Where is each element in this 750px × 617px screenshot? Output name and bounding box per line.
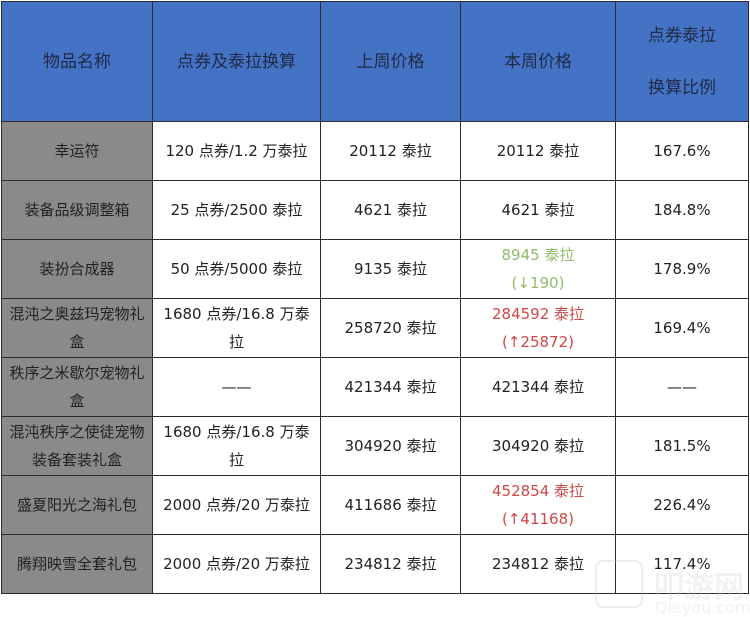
this-week-price: 20112 泰拉 xyxy=(496,142,580,160)
item-name-cell: 混沌之奥兹玛宠物礼盒 xyxy=(1,298,153,358)
price-change: (↓190) xyxy=(511,274,565,292)
item-name-cell: 幸运符 xyxy=(1,121,153,181)
this-week-price-cell: 234812 泰拉 xyxy=(460,534,616,594)
this-week-price-cell: 20112 泰拉 xyxy=(460,121,616,181)
header-conversion: 点券及泰拉换算 xyxy=(152,1,321,122)
last-week-price-cell: 304920 泰拉 xyxy=(320,416,461,476)
item-name-cell: 混沌秩序之使徒宠物装备套装礼盒 xyxy=(1,416,153,476)
header-item-name: 物品名称 xyxy=(1,1,153,122)
this-week-price-cell: 421344 泰拉 xyxy=(460,357,616,417)
this-week-price: 304920 泰拉 xyxy=(491,437,585,455)
item-name-cell: 装扮合成器 xyxy=(1,239,153,299)
last-week-price-cell: 9135 泰拉 xyxy=(320,239,461,299)
conversion-cell: 2000 点券/20 万泰拉 xyxy=(152,475,321,535)
item-name-cell: 盛夏阳光之海礼包 xyxy=(1,475,153,535)
this-week-price-cell: 304920 泰拉 xyxy=(460,416,616,476)
item-name-cell: 装备品级调整箱 xyxy=(1,180,153,240)
last-week-price-cell: 258720 泰拉 xyxy=(320,298,461,358)
this-week-price: 452854 泰拉 xyxy=(491,482,585,500)
ratio-cell: 181.5% xyxy=(615,416,749,476)
ratio-cell: 167.6% xyxy=(615,121,749,181)
table-row: 腾翔映雪全套礼包 2000 点券/20 万泰拉 234812 泰拉 234812 泰拉… xyxy=(1,534,749,594)
table-row: 装备品级调整箱 25 点券/2500 泰拉 4621 泰拉 4621 泰拉 184.8% xyxy=(1,180,749,240)
price-change: (↑25872) xyxy=(502,333,574,351)
table-row: 幸运符 120 点券/1.2 万泰拉 20112 泰拉 20112 泰拉 167.6% xyxy=(1,121,749,181)
conversion-cell: 50 点券/5000 泰拉 xyxy=(152,239,321,299)
table-row: 混沌秩序之使徒宠物装备套装礼盒 1680 点券/16.8 万泰拉 304920 泰拉… xyxy=(1,416,749,476)
last-week-price-cell: 411686 泰拉 xyxy=(320,475,461,535)
this-week-price: 234812 泰拉 xyxy=(491,555,585,573)
this-week-price-cell: 8945 泰拉 (↓190) xyxy=(460,239,616,299)
ratio-cell: 117.4% xyxy=(615,534,749,594)
last-week-price-cell: 4621 泰拉 xyxy=(320,180,461,240)
conversion-cell: 1680 点券/16.8 万泰拉 xyxy=(152,416,321,476)
header-row: 物品名称 点券及泰拉换算 上周价格 本周价格 点券泰拉 换算比例 xyxy=(1,1,749,122)
watermark-en: Qieyou.com xyxy=(655,598,750,617)
conversion-cell: 1680 点券/16.8 万泰拉 xyxy=(152,298,321,358)
this-week-price-cell: 452854 泰拉 (↑41168) xyxy=(460,475,616,535)
price-change: (↑41168) xyxy=(502,510,574,528)
ratio-cell: 178.9% xyxy=(615,239,749,299)
this-week-price: 4621 泰拉 xyxy=(501,201,575,219)
this-week-price-cell: 284592 泰拉 (↑25872) xyxy=(460,298,616,358)
header-ratio: 点券泰拉 换算比例 xyxy=(615,1,749,122)
price-table: 物品名称 点券及泰拉换算 上周价格 本周价格 点券泰拉 换算比例 幸运符 120 … xyxy=(1,1,749,594)
conversion-cell: 25 点券/2500 泰拉 xyxy=(152,180,321,240)
ratio-cell: 184.8% xyxy=(615,180,749,240)
table-row: 装扮合成器 50 点券/5000 泰拉 9135 泰拉 8945 泰拉 (↓190) 17… xyxy=(1,239,749,299)
header-this-week: 本周价格 xyxy=(460,1,616,122)
header-last-week: 上周价格 xyxy=(320,1,461,122)
this-week-price: 284592 泰拉 xyxy=(491,305,585,323)
table-row: 混沌之奥兹玛宠物礼盒 1680 点券/16.8 万泰拉 258720 泰拉 28459… xyxy=(1,298,749,358)
header-ratio-line: 点券泰拉 xyxy=(648,25,716,46)
header-ratio-line: 换算比例 xyxy=(648,77,716,98)
ratio-cell: —— xyxy=(615,357,749,417)
conversion-cell: 120 点券/1.2 万泰拉 xyxy=(152,121,321,181)
table-row: 秩序之米歇尔宠物礼盒 —— 421344 泰拉 421344 泰拉 —— xyxy=(1,357,749,417)
last-week-price-cell: 234812 泰拉 xyxy=(320,534,461,594)
last-week-price-cell: 20112 泰拉 xyxy=(320,121,461,181)
table-row: 盛夏阳光之海礼包 2000 点券/20 万泰拉 411686 泰拉 452854 泰拉… xyxy=(1,475,749,535)
ratio-cell: 226.4% xyxy=(615,475,749,535)
conversion-cell: —— xyxy=(152,357,321,417)
this-week-price: 421344 泰拉 xyxy=(491,378,585,396)
conversion-cell: 2000 点券/20 万泰拉 xyxy=(152,534,321,594)
last-week-price-cell: 421344 泰拉 xyxy=(320,357,461,417)
ratio-cell: 169.4% xyxy=(615,298,749,358)
this-week-price: 8945 泰拉 xyxy=(501,246,575,264)
item-name-cell: 腾翔映雪全套礼包 xyxy=(1,534,153,594)
item-name-cell: 秩序之米歇尔宠物礼盒 xyxy=(1,357,153,417)
this-week-price-cell: 4621 泰拉 xyxy=(460,180,616,240)
